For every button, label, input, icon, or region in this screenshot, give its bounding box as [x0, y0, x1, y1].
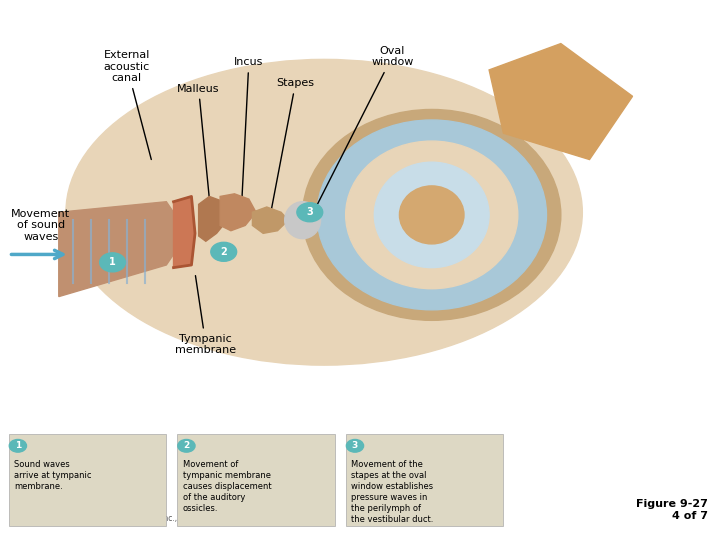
Circle shape	[211, 242, 237, 261]
Text: Figure 9-27
4 of 7: Figure 9-27 4 of 7	[636, 499, 708, 521]
Text: 3: 3	[352, 441, 358, 450]
FancyBboxPatch shape	[346, 434, 503, 526]
Text: 1: 1	[14, 441, 21, 450]
Polygon shape	[199, 197, 228, 241]
Polygon shape	[59, 202, 188, 296]
Text: Tympanic
membrane: Tympanic membrane	[175, 275, 236, 355]
Ellipse shape	[66, 59, 582, 365]
Circle shape	[99, 253, 125, 272]
Text: Copyright© 2007 Pearson Education, Inc., publishing as Benjamin Cummings: Copyright© 2007 Pearson Education, Inc.,…	[16, 514, 312, 523]
Text: Malleus: Malleus	[177, 84, 220, 197]
Ellipse shape	[400, 186, 464, 244]
Text: Stapes: Stapes	[271, 78, 315, 212]
Text: Incus: Incus	[234, 57, 264, 201]
Text: Movement of
tympanic membrane
causes displacement
of the auditory
ossicles.: Movement of tympanic membrane causes dis…	[183, 460, 271, 513]
Text: 3: 3	[307, 207, 313, 217]
FancyBboxPatch shape	[9, 434, 166, 526]
Polygon shape	[174, 197, 195, 268]
Ellipse shape	[302, 110, 561, 320]
Ellipse shape	[284, 202, 320, 239]
Text: Movement
of sound
waves: Movement of sound waves	[12, 209, 71, 242]
Circle shape	[297, 203, 323, 222]
Text: 2: 2	[220, 247, 227, 257]
Text: 2: 2	[184, 441, 189, 450]
Text: Oval
window: Oval window	[315, 46, 413, 210]
FancyBboxPatch shape	[177, 434, 335, 526]
Circle shape	[178, 440, 195, 452]
Polygon shape	[489, 44, 633, 159]
Polygon shape	[253, 207, 288, 233]
Ellipse shape	[346, 141, 518, 289]
Circle shape	[346, 440, 364, 452]
Ellipse shape	[317, 120, 546, 310]
Text: 1: 1	[109, 258, 116, 267]
Polygon shape	[220, 194, 256, 231]
Text: Sound waves
arrive at tympanic
membrane.: Sound waves arrive at tympanic membrane.	[14, 460, 91, 491]
Ellipse shape	[374, 162, 489, 268]
Text: Movement of the
stapes at the oval
window establishes
pressure waves in
the peri: Movement of the stapes at the oval windo…	[351, 460, 433, 524]
Circle shape	[9, 440, 27, 452]
Text: External
acoustic
canal: External acoustic canal	[104, 50, 151, 159]
